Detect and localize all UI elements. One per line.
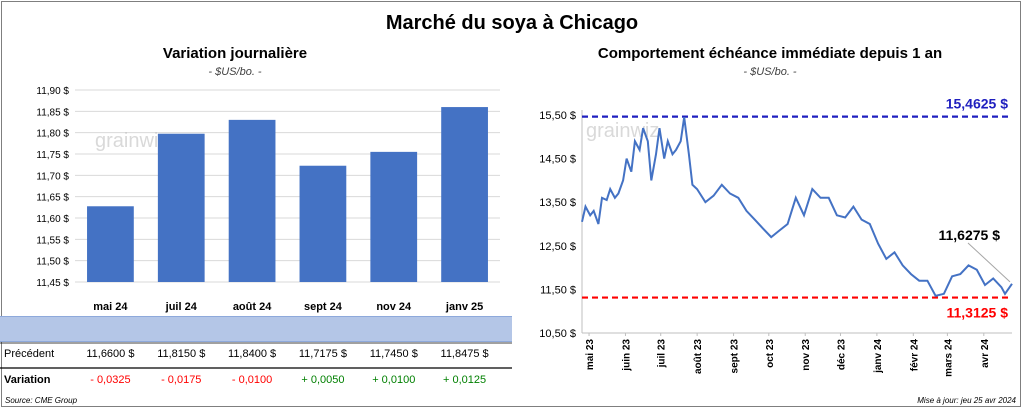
row-precedent-label: Précédent — [4, 348, 54, 360]
y-tick-label: 12,50 $ — [539, 241, 576, 253]
table-row-fermeture-bg — [0, 316, 512, 342]
y-tick-label: 14,50 $ — [539, 154, 576, 166]
row-variation-cell: - 0,0325 — [90, 374, 130, 386]
source-note: Source: CME Group — [5, 396, 78, 405]
x-tick-label: déc 23 — [836, 339, 847, 371]
y-tick-label: 11,50 $ — [36, 257, 69, 268]
x-tick-label: juil 23 — [657, 339, 668, 369]
y-tick-label: 11,45 $ — [36, 278, 69, 289]
x-tick-label: nov 24 — [376, 301, 412, 313]
row-variation-cell: + 0,0125 — [443, 374, 486, 386]
y-tick-label: 11,75 $ — [36, 150, 69, 161]
row-variation-cell: + 0,0100 — [372, 374, 415, 386]
x-tick-label: janv 24 — [873, 339, 884, 374]
y-tick-label: 11,90 $ — [36, 86, 69, 97]
x-tick-label: févr 24 — [909, 339, 920, 372]
row-precedent-cell: 11,8400 $ — [228, 348, 276, 360]
high-reference-label: 15,4625 $ — [946, 96, 1008, 112]
y-tick-label: 11,55 $ — [36, 235, 69, 246]
x-tick-label: avr 24 — [980, 339, 991, 368]
row-variation-label: Variation — [4, 374, 51, 386]
x-tick-label: juil 24 — [165, 301, 198, 313]
row-precedent-cell: 11,8475 $ — [441, 348, 489, 360]
bar — [87, 206, 134, 282]
bar — [228, 119, 276, 282]
line-chart-subtitle: - $US/bo. - — [743, 66, 797, 78]
x-tick-label: juin 23 — [621, 339, 632, 372]
row-precedent-cell: 11,7450 $ — [370, 348, 418, 360]
y-tick-label: 11,80 $ — [36, 129, 69, 140]
x-tick-label: nov 23 — [801, 339, 812, 371]
x-tick-label: sept 23 — [730, 339, 741, 374]
x-tick-label: janv 25 — [445, 301, 483, 313]
x-tick-label: août 24 — [233, 301, 272, 313]
bar — [441, 107, 488, 282]
annotation-leader — [967, 242, 1011, 283]
y-tick-label: 11,70 $ — [36, 171, 69, 182]
y-tick-label: 11,65 $ — [36, 193, 69, 204]
low-reference-label: 11,3125 $ — [946, 305, 1008, 321]
watermark: grainwiz — [95, 130, 168, 152]
price-line — [581, 117, 1013, 298]
update-note: Mise à jour: jeu 25 avr 2024 — [917, 396, 1016, 405]
row-variation-cell: - 0,0175 — [161, 374, 201, 386]
y-tick-label: 11,85 $ — [36, 107, 69, 118]
row-precedent-cell: 11,7175 $ — [299, 348, 347, 360]
y-tick-label: 13,50 $ — [539, 197, 576, 209]
x-tick-label: mars 24 — [943, 339, 954, 377]
x-tick-label: mai 23 — [585, 339, 596, 371]
x-tick-label: oct 23 — [765, 339, 776, 368]
y-tick-label: 10,50 $ — [539, 328, 576, 340]
bar — [299, 165, 347, 282]
last-price-annotation: 11,6275 $ — [938, 227, 1000, 243]
bar-chart-subtitle: - $US/bo. - — [208, 66, 262, 78]
line-chart-title: Comportement échéance immédiate depuis 1… — [597, 45, 943, 62]
x-tick-label: sept 24 — [304, 301, 343, 313]
bar — [157, 133, 205, 282]
x-tick-label: mai 24 — [93, 301, 128, 313]
watermark: grainwiz — [586, 120, 659, 142]
page-title: Marché du soya à Chicago — [385, 12, 639, 34]
row-precedent-cell: 11,8150 $ — [157, 348, 205, 360]
bar-chart-title: Variation journalière — [162, 45, 308, 62]
bar — [370, 151, 418, 282]
bar-chart: 11,45 $ 11,50 $ 11,55 $ 11,60 $ 11,65 $ 11,70… — [0, 86, 512, 386]
row-precedent-cell: 11,6600 $ — [86, 348, 134, 360]
y-tick-label: 15,50 $ — [539, 110, 576, 122]
row-variation-cell: + 0,0050 — [301, 374, 344, 386]
y-tick-label: 11,60 $ — [36, 214, 69, 225]
row-variation-cell: - 0,0100 — [232, 374, 272, 386]
x-tick-label: août 23 — [693, 339, 704, 374]
y-tick-label: 11,50 $ — [540, 284, 576, 296]
